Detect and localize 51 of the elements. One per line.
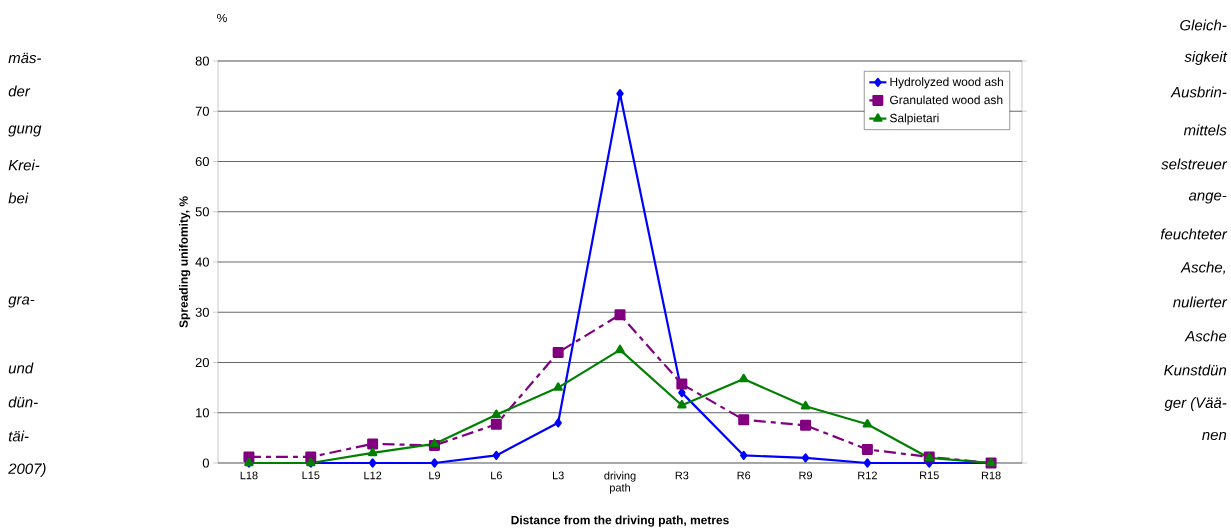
text: Asche, [1180,261,1226,275]
x-tick-label: R3 [675,471,689,480]
y-tick-label: 70 [195,106,209,116]
text: mäs- [8,52,42,64]
text: mittels [1183,124,1227,136]
text: nulierter [1173,296,1228,308]
text: ger (Vää- [1164,397,1227,411]
text: 2007) [8,463,46,477]
text: Gleich- [1180,19,1227,31]
x-tick-label: L3 [552,471,564,480]
text: der [8,85,31,97]
text: selstreuer [1161,158,1228,170]
y-tick-label: 50 [195,207,209,217]
text: gra- [8,296,35,308]
y-tick-label: 10 [196,408,209,418]
x-tick-label: L18 [240,471,258,480]
text: feuchteter [1160,228,1228,240]
x-tick-label: driving path [604,471,636,494]
text: bei [8,192,29,204]
legend-label: Salpietari [890,113,939,125]
text: % [217,13,227,23]
text: gung [8,125,42,137]
x-axis-title: Distance from the driving path, metres [511,515,729,527]
text: Asche [1184,330,1227,342]
text: täi- [8,430,29,442]
text: nen [1202,431,1227,441]
y-tick-label: 30 [195,307,209,317]
y-axis-title: Spreading unifomity, % [179,196,191,328]
text: sigkeit [1184,51,1228,65]
x-tick-label: R15 [920,471,939,480]
legend-label: Hydrolyzed wood ash [890,77,1003,89]
x-tick-label: L6 [491,471,502,480]
legend-label: Granulated wood ash [890,95,1003,105]
x-tick-label: R18 [981,471,1001,480]
text: dün- [8,396,38,408]
y-tick-label: 80 [195,56,209,66]
x-tick-label: R9 [799,471,813,480]
text: ange- [1188,192,1227,204]
text: und [8,362,34,374]
y-tick-label: 40 [195,257,209,267]
x-tick-label: L12 [364,471,382,480]
x-tick-label: R6 [737,471,751,480]
y-tick-label: 0 [202,458,209,468]
x-tick-label: L9 [429,471,441,480]
text: Krei- [8,159,40,171]
x-tick-label: R12 [858,471,877,480]
text: Ausbrin- [1170,86,1227,98]
y-tick-label: 60 [195,156,209,167]
x-tick-label: L15 [302,471,320,480]
text: Kunstdün [1164,364,1227,376]
y-tick-label: 20 [195,357,209,368]
